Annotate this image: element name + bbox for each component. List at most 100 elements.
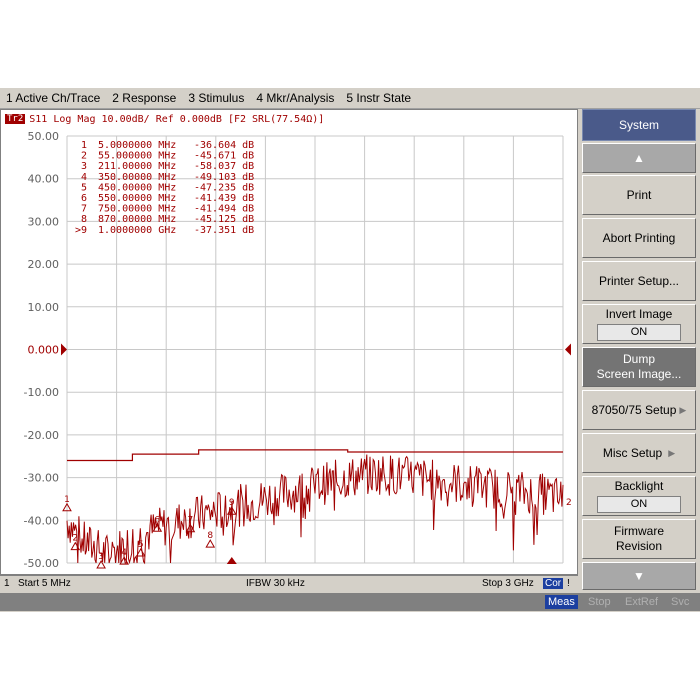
y-tick-label: -50.00 — [24, 557, 59, 570]
invert-image-button[interactable]: Invert Image ON — [582, 304, 696, 344]
y-tick-label: 40.00 — [28, 173, 60, 186]
indicator-meas: Meas — [545, 595, 578, 609]
marker-9-symbol — [226, 506, 237, 515]
trace-display[interactable]: 50.00 40.00 30.00 20.00 10.00 0.000 -10.00 -20.… — [0, 109, 578, 575]
trace-header: Tr2 S11 Log Mag 10.00dB/ Ref 0.000dB [F2… — [5, 112, 324, 126]
trace-end-label: 2 — [566, 498, 572, 508]
backlight-button[interactable]: Backlight ON — [582, 476, 696, 516]
trace-header-text: S11 Log Mag 10.00dB/ Ref 0.000dB [F2 SRL… — [29, 113, 325, 125]
dump-screen-image-button[interactable]: Dump Screen Image... — [582, 347, 696, 387]
reference-left-marker — [61, 343, 67, 356]
marker-2-symbol — [70, 541, 81, 551]
instrument-status-strip: Meas Stop ExtRef Svc — [0, 593, 700, 611]
marker-readout-value: -37.351 dB — [194, 225, 254, 236]
menu-instr-state[interactable]: 5 Instr State — [346, 91, 412, 105]
menu-stimulus[interactable]: 3 Stimulus — [188, 91, 245, 105]
reference-right-marker — [565, 343, 571, 356]
marker-readout-num: >9 — [75, 225, 87, 236]
marker-7-symbol — [185, 523, 196, 533]
marker-readout-freq: 211.00000 MHz — [98, 161, 176, 172]
marker-readout-value: -47.235 dB — [194, 182, 254, 193]
marker-readout-freq: 1.0000000 GHz — [98, 225, 176, 236]
menu-mkr-analysis[interactable]: 4 Mkr/Analysis — [256, 91, 335, 105]
firmware-sublabel: Revision — [615, 539, 663, 553]
marker-readout-table: 1 5.0000000 MHz -36.604 dB 2 55.000000 MHz -4… — [75, 140, 254, 236]
marker-1-label: 1 — [64, 495, 70, 505]
firmware-revision-button[interactable]: Firmware Revision — [582, 519, 696, 559]
menu-active-ch-trace[interactable]: 1 Active Ch/Trace — [6, 91, 101, 105]
dump-sublabel: Screen Image... — [596, 367, 682, 381]
marker-6-label: 6 — [154, 515, 160, 525]
misc-setup-button[interactable]: Misc Setup ▶ — [582, 433, 696, 473]
marker-readout-num: 1 — [81, 140, 87, 151]
marker-readout-num: 3 — [81, 161, 87, 172]
scroll-up-button[interactable]: ▲ — [582, 143, 696, 173]
marker-1-symbol — [62, 502, 72, 512]
chevron-right-icon: ▶ — [679, 404, 687, 415]
y-tick-label: 20.00 — [28, 258, 60, 271]
marker-9-label: 9 — [229, 498, 235, 508]
marker-readout-num: 4 — [81, 172, 87, 183]
marker-readout-num: 5 — [81, 182, 87, 193]
marker-readout-freq: 550.00000 MHz — [98, 193, 176, 204]
marker-4-symbol — [119, 556, 129, 565]
analyzer-window: 1 Active Ch/Trace 2 Response 3 Stimulus … — [0, 88, 700, 612]
status-channel: 1 — [4, 578, 10, 589]
backlight-value: ON — [597, 496, 681, 513]
chevron-down-icon: ▼ — [633, 568, 645, 583]
marker-8-symbol — [205, 539, 216, 548]
marker-readout-freq: 870.00000 MHz — [98, 214, 176, 225]
y-tick-label: -20.00 — [24, 429, 59, 442]
active-marker-indicator — [226, 557, 237, 564]
trace-chart: 50.00 40.00 30.00 20.00 10.00 0.000 -10.00 -20.… — [24, 130, 572, 570]
marker-readout-freq: 750.00000 MHz — [98, 204, 176, 215]
87050-setup-button[interactable]: 87050/75 Setup ▶ — [582, 390, 696, 430]
trace-badge[interactable]: Tr2 — [5, 114, 26, 124]
print-button[interactable]: Print — [582, 175, 696, 215]
scroll-down-button[interactable]: ▼ — [582, 562, 696, 590]
firmware-label: Firmware — [614, 524, 664, 538]
marker-3-symbol — [96, 559, 106, 569]
status-stop: Stop 3 GHz — [482, 578, 534, 589]
menu-bar: 1 Active Ch/Trace 2 Response 3 Stimulus … — [0, 88, 700, 109]
status-warning: ! — [567, 578, 570, 589]
trace-line — [66, 454, 564, 565]
backlight-label: Backlight — [614, 479, 664, 493]
indicator-extref: ExtRef — [625, 596, 659, 608]
softkey-panel: System ▲ Print Abort Printing Printer Se… — [580, 109, 698, 593]
indicator-stop: Stop — [588, 596, 611, 608]
marker-readout-freq: 55.000000 MHz — [98, 151, 176, 162]
y-tick-label: -40.00 — [24, 514, 59, 527]
cor-badge: Cor — [543, 578, 564, 589]
status-ifbw: IFBW 30 kHz — [246, 578, 305, 589]
marker-5-label: 5 — [138, 540, 144, 550]
marker-readout-value: -45.125 dB — [194, 214, 254, 225]
marker-3-label: 3 — [98, 552, 104, 562]
marker-readout-value: -45.671 dB — [194, 151, 254, 162]
softkey-system-header: System — [582, 109, 696, 141]
invert-image-value: ON — [597, 324, 681, 341]
abort-printing-button[interactable]: Abort Printing — [582, 218, 696, 258]
marker-readout-num: 7 — [81, 204, 87, 215]
marker-readout-freq: 5.0000000 MHz — [98, 140, 176, 151]
marker-readout-num: 8 — [81, 214, 87, 225]
chevron-right-icon: ▶ — [668, 447, 676, 458]
marker-readout-freq: 450.00000 MHz — [98, 182, 176, 193]
marker-6-symbol — [152, 523, 163, 532]
marker-4-label: 4 — [121, 548, 127, 558]
marker-7-label: 7 — [188, 516, 194, 526]
marker-5-symbol — [135, 548, 146, 557]
menu-response[interactable]: 2 Response — [112, 91, 177, 105]
status-start: Start 5 MHz — [18, 578, 71, 589]
marker-2-label: 2 — [72, 534, 78, 544]
marker-readout-value: -41.439 dB — [194, 193, 254, 204]
printer-setup-button[interactable]: Printer Setup... — [582, 261, 696, 301]
y-tick-label: 50.00 — [28, 130, 60, 143]
limit-line — [67, 449, 563, 462]
y-tick-label: 0.000 — [28, 344, 60, 357]
y-tick-label: 10.00 — [28, 301, 60, 314]
marker-readout-value: -41.494 dB — [194, 204, 254, 215]
chevron-up-icon: ▲ — [633, 150, 645, 165]
dump-label: Dump — [622, 352, 655, 366]
y-tick-label: -10.00 — [24, 386, 59, 399]
